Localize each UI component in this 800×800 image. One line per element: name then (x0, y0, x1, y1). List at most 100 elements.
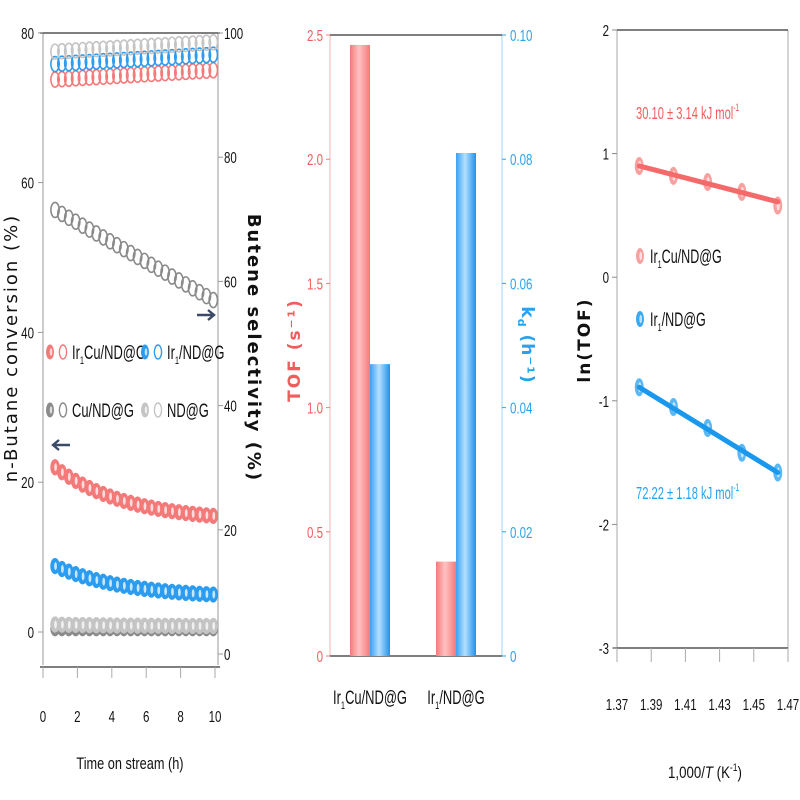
right-y-tick-label: 0 (224, 645, 231, 663)
data-point (153, 260, 164, 278)
arrow-left-icon (51, 439, 70, 451)
data-point (91, 225, 102, 242)
tof-tick-label: 2.5 (307, 26, 323, 44)
right-y-tick-label: 60 (224, 272, 237, 290)
data-point-highlight (136, 621, 140, 630)
data-point (201, 46, 212, 64)
data-point-highlight (171, 621, 174, 630)
data-point-highlight (67, 620, 71, 629)
y-tick-label: 0 (603, 268, 610, 286)
legend-open-marker-icon (58, 344, 68, 360)
fit-line (636, 384, 781, 475)
data-point-highlight (171, 587, 174, 596)
data-point (77, 54, 88, 71)
data-point-highlight (81, 572, 85, 581)
data-point-highlight (205, 511, 209, 520)
tof-tick-label: 0 (317, 647, 324, 665)
data-point (91, 53, 102, 70)
data-point-highlight (61, 565, 64, 574)
right-y-tick-label: 40 (224, 397, 237, 415)
data-point (50, 55, 61, 73)
legend-marker-highlight (49, 348, 53, 356)
x-tick-label: 1.45 (743, 695, 766, 713)
data-point-highlight (212, 590, 216, 599)
right-y-tick-label: 80 (224, 148, 237, 166)
data-point (146, 50, 157, 67)
data-point (180, 48, 191, 65)
data-point (187, 279, 198, 297)
data-point-highlight (191, 589, 195, 598)
data-point-highlight (150, 585, 154, 594)
data-point (105, 52, 116, 70)
tof-bar (436, 561, 456, 656)
data-point-highlight (61, 468, 64, 477)
data-point (84, 53, 95, 71)
left-y-tick-label: 60 (21, 174, 34, 192)
left-y-tick-label: 80 (21, 24, 34, 42)
right-panel-data: 30.10 ± 3.14 kJ mol-1 72.22 ± 1.18 kJ mol… (634, 101, 783, 504)
data-point-highlight (88, 574, 92, 583)
data-point (50, 43, 61, 60)
y-tick-label: -2 (599, 515, 609, 533)
data-point-highlight (143, 502, 147, 511)
left-panel-data (50, 34, 219, 637)
conversion-series (50, 557, 219, 603)
tof-bar (350, 44, 370, 657)
data-point-highlight (54, 562, 57, 571)
data-point-highlight (95, 576, 99, 585)
kd-tick-label: 0.08 (510, 150, 533, 168)
right-xlabel: 1,000/T (K-1) (668, 762, 742, 782)
tof-bar-panel: 0 0.5 1.0 1.5 2.0 2.5 0 0.02 0.04 0.06 0.08 0.10 Ir1… (285, 26, 537, 711)
data-point (194, 34, 205, 52)
tof-tick-label: 0.5 (307, 523, 323, 541)
legend-marker-highlight (639, 314, 643, 324)
data-point (84, 41, 95, 58)
legend-label: Ir1/ND@G (650, 309, 706, 333)
data-point-highlight (95, 487, 99, 496)
data-point-highlight (81, 480, 85, 489)
category-label: Ir1Cu/ND@G (333, 688, 407, 712)
data-point-highlight (184, 588, 188, 597)
data-point-highlight (143, 584, 147, 593)
right-ylabel-selectivity: Butene selectivity (%) (243, 214, 264, 482)
data-point (173, 48, 184, 66)
data-point-highlight (109, 492, 112, 501)
data-point (125, 51, 136, 68)
data-point (118, 51, 129, 69)
y-tick-label: -3 (599, 639, 609, 657)
data-point (98, 229, 109, 246)
data-point (201, 287, 212, 305)
legend-marker-highlight (144, 348, 148, 356)
data-point-highlight (102, 621, 106, 630)
x-tick-label: 8 (177, 707, 184, 725)
legend-open-marker-icon (58, 402, 68, 418)
data-point-highlight (177, 508, 181, 517)
data-point (50, 201, 61, 219)
data-point-highlight (109, 579, 112, 588)
right-panel-axes: -3 -2 -1 0 1 2 1.37 1.39 1.41 1.43 1.45 1.47 (599, 21, 800, 713)
data-point-highlight (129, 621, 133, 630)
left-y-tick-label: 40 (21, 323, 34, 341)
data-point (111, 52, 122, 69)
middle-ylabel-tof: TOF (s⁻¹) (285, 298, 305, 402)
kd-tick-label: 0.10 (510, 26, 533, 44)
legend-item: Cu/ND@G (46, 401, 134, 422)
data-point (167, 36, 178, 54)
data-point (70, 54, 81, 72)
x-tick-label: 10 (209, 707, 222, 725)
fit-line (636, 163, 781, 205)
data-point (105, 40, 116, 57)
right-y-tick-label: 100 (224, 24, 243, 42)
data-point-highlight (164, 587, 168, 596)
data-point (98, 40, 109, 58)
x-tick-label: 2 (74, 707, 81, 725)
kd-bar (456, 152, 476, 657)
data-point (139, 38, 150, 55)
data-point (132, 38, 143, 56)
data-point (167, 268, 178, 285)
data-point-highlight (116, 621, 119, 630)
data-point-highlight (54, 620, 57, 629)
data-point (98, 52, 109, 70)
kd-tick-label: 0.02 (510, 523, 533, 541)
arrhenius-series (634, 156, 783, 215)
